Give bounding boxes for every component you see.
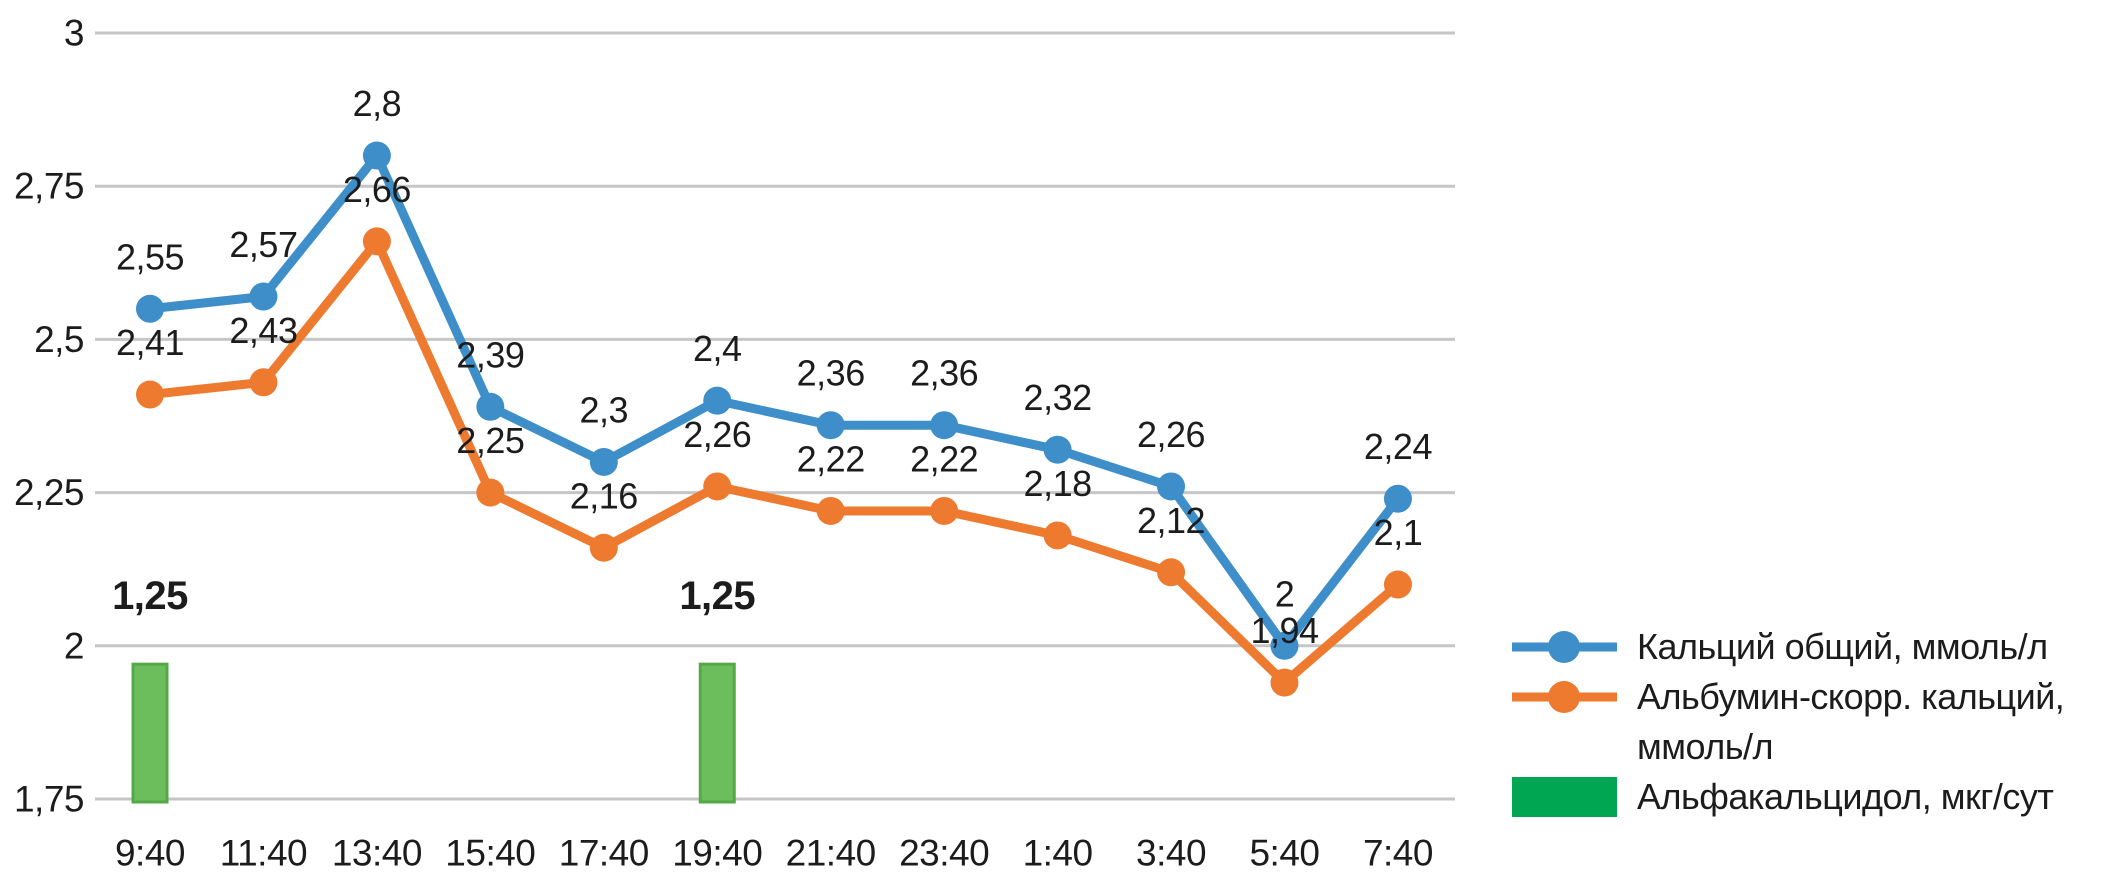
bar-swatch-icon-green <box>1512 772 1637 822</box>
series-albumin-corrected-calcium-line <box>149 236 1401 688</box>
x-axis-tick-label: 1:40 <box>1023 833 1093 874</box>
y-axis-tick-label: 2,25 <box>14 472 84 513</box>
x-axis-tick-label: 15:40 <box>445 833 535 874</box>
x-axis-tick-label: 9:40 <box>115 833 185 874</box>
series-total-calcium-data-label: 2,39 <box>456 334 524 375</box>
dose-bar-label: 1,25 <box>679 574 755 618</box>
series-albumin-corrected-calcium-data-label: 2,41 <box>116 322 184 363</box>
series-total-calcium-marker <box>1383 484 1412 513</box>
series-albumin-corrected-calcium-marker <box>476 478 505 507</box>
series-albumin-corrected-calcium-marker <box>362 227 391 256</box>
series-total-calcium-data-label: 2,36 <box>797 353 865 394</box>
series-total-calcium-marker <box>362 141 391 170</box>
x-axis-tick-label: 17:40 <box>559 833 649 874</box>
legend-item-albumin-corrected-calcium: Альбумин-скорр. кальций, ммоль/л <box>1512 672 2107 772</box>
series-albumin-corrected-calcium-data-label: 2,22 <box>797 438 865 479</box>
legend-label-alfacalcidol: Альфакальцидол, мкг/сут <box>1637 776 2054 817</box>
series-albumin-corrected-calcium-data-label: 2,1 <box>1374 512 1423 553</box>
series-total-calcium-data-label: 2,32 <box>1024 377 1092 418</box>
x-axis-tick-label: 19:40 <box>672 833 762 874</box>
x-axis-tick-label: 5:40 <box>1249 833 1319 874</box>
series-albumin-corrected-calcium-data-label: 1,94 <box>1250 610 1318 651</box>
series-total-calcium-data-label: 2,57 <box>229 224 297 265</box>
series-total-calcium-marker <box>1270 631 1299 660</box>
series-albumin-corrected-calcium-marker <box>816 496 845 525</box>
series-total-calcium-line <box>149 151 1402 651</box>
series-albumin-corrected-calcium-marker <box>930 496 959 525</box>
series-albumin-corrected-calcium-data-label: 2,22 <box>910 438 978 479</box>
y-axis-tick-label: 2,75 <box>14 166 84 207</box>
series-albumin-corrected-calcium-marker <box>136 380 164 409</box>
series-albumin-corrected-calcium-marker <box>589 533 618 562</box>
x-axis-tick-label: 23:40 <box>899 833 989 874</box>
legend-item-alfacalcidol: Альфакальцидол, мкг/сут <box>1512 772 2107 822</box>
series-albumin-corrected-calcium-data-label: 2,66 <box>343 169 411 210</box>
series-total-calcium-data-label: 2 <box>1275 573 1295 614</box>
y-axis-tick-label: 2,5 <box>34 319 84 360</box>
series-total-calcium-data-label: 2,4 <box>693 328 742 369</box>
y-axis-tick-label: 2 <box>64 625 84 666</box>
series-total-calcium-marker <box>930 411 959 440</box>
series-albumin-corrected-calcium-marker <box>1383 570 1412 599</box>
x-axis-tick-label: 13:40 <box>332 833 422 874</box>
series-total-calcium-marker <box>589 447 618 476</box>
series-albumin-corrected-calcium-data-label: 2,18 <box>1024 463 1092 504</box>
series-albumin-corrected-calcium-data-label: 2,12 <box>1137 500 1205 541</box>
series-total-calcium-marker <box>703 386 732 415</box>
x-axis-tick-label: 11:40 <box>220 833 307 874</box>
series-total-calcium-data-label: 2,24 <box>1364 426 1432 467</box>
legend-label-total-calcium: Кальций общий, ммоль/л <box>1637 626 2048 667</box>
dose-bar <box>698 662 736 804</box>
legend-label-albumin-corrected-calcium: Альбумин-скорр. кальций, ммоль/л <box>1637 676 2065 767</box>
series-albumin-corrected-calcium-data-label: 2,26 <box>683 414 751 455</box>
series-total-calcium-data-label: 2,8 <box>353 83 402 124</box>
x-axis-tick-label: 7:40 <box>1363 833 1433 874</box>
series-total-calcium-data-label: 2,55 <box>116 236 184 277</box>
series-albumin-corrected-calcium-marker <box>703 472 732 501</box>
series-albumin-corrected-calcium-marker <box>1270 668 1299 697</box>
line-marker-icon-blue <box>1512 622 1637 672</box>
dose-bar-label: 1,25 <box>112 574 188 618</box>
series-total-calcium-marker <box>1157 472 1186 501</box>
series-total-calcium-data-label: 2,26 <box>1137 414 1205 455</box>
line-marker-icon-orange <box>1512 672 1637 722</box>
dose-bar <box>131 662 169 804</box>
series-total-calcium-marker <box>476 392 505 421</box>
legend-item-total-calcium: Кальций общий, ммоль/л <box>1512 622 2107 672</box>
chart-legend: Кальций общий, ммоль/л Альбумин-скорр. к… <box>1512 622 2107 822</box>
series-total-calcium-data-label: 2,3 <box>580 389 629 430</box>
series-albumin-corrected-calcium-marker <box>1043 521 1072 550</box>
series-total-calcium-marker <box>816 411 845 440</box>
y-axis-tick-label: 3 <box>64 13 84 54</box>
y-axis-tick-label: 1,75 <box>14 779 84 820</box>
series-total-calcium-marker <box>249 282 278 311</box>
series-total-calcium-marker <box>1043 435 1072 464</box>
series-total-calcium-data-label: 2,36 <box>910 353 978 394</box>
series-albumin-corrected-calcium-marker <box>249 368 278 397</box>
series-albumin-corrected-calcium-data-label: 2,16 <box>570 475 638 516</box>
x-axis-tick-label: 21:40 <box>786 833 876 874</box>
series-albumin-corrected-calcium-marker <box>1157 558 1186 587</box>
series-albumin-corrected-calcium-data-label: 2,25 <box>456 420 524 461</box>
series-total-calcium-marker <box>136 294 164 323</box>
x-axis-tick-label: 3:40 <box>1136 833 1206 874</box>
series-albumin-corrected-calcium-data-label: 2,43 <box>229 310 297 351</box>
